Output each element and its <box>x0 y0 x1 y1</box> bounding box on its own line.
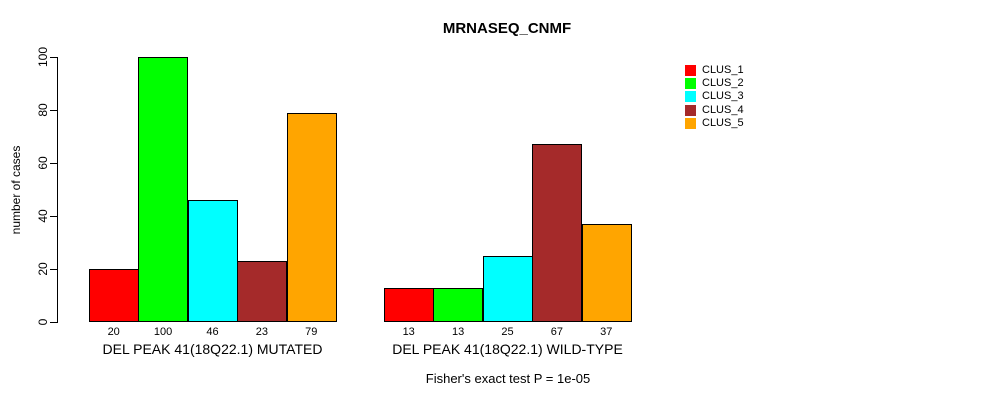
bar-value-label: 37 <box>600 326 613 338</box>
legend-item-label: CLUS_2 <box>702 77 744 90</box>
y-tick-label: 20 <box>36 262 50 276</box>
legend-item-label: CLUS_1 <box>702 64 744 77</box>
legend-item: CLUS_5 <box>685 117 744 130</box>
bar-clus_4-group2 <box>532 144 583 322</box>
bar-value-label: 13 <box>402 326 415 338</box>
bar-value-label: 20 <box>107 326 120 338</box>
legend-color-swatch <box>685 65 696 77</box>
y-tick-label: 80 <box>36 103 50 117</box>
bar-clus_2-group2 <box>433 287 484 322</box>
legend: CLUS_1 CLUS_2 CLUS_3 CLUS_4 CLUS_5 <box>685 64 744 130</box>
legend-item: CLUS_1 <box>685 64 744 77</box>
legend-color-swatch <box>685 104 696 116</box>
y-tick-mark <box>50 57 57 58</box>
bar-value-label: 79 <box>305 326 318 338</box>
y-axis-line <box>57 57 58 323</box>
legend-item: CLUS_2 <box>685 77 744 90</box>
y-tick-mark <box>50 110 57 111</box>
bar-value-label: 46 <box>206 326 219 338</box>
y-axis-label: number of cases <box>9 145 23 235</box>
legend-color-swatch <box>685 78 696 90</box>
y-tick-mark <box>50 322 57 323</box>
bar-value-label: 100 <box>153 326 173 338</box>
y-tick-label: 40 <box>36 209 50 223</box>
legend-item: CLUS_3 <box>685 90 744 103</box>
y-tick-mark <box>50 163 57 164</box>
y-tick-label: 0 <box>36 318 50 326</box>
bar-clus_5-group1 <box>286 112 337 322</box>
fisher-test-caption: Fisher's exact test P = 1e-05 <box>425 371 591 386</box>
legend-item-label: CLUS_3 <box>702 90 744 103</box>
legend-item: CLUS_4 <box>685 104 744 117</box>
bar-value-label: 23 <box>255 326 269 338</box>
bar-clus_4-group1 <box>237 261 288 322</box>
legend-color-swatch <box>685 117 696 129</box>
y-tick-label: 60 <box>36 156 50 170</box>
bar-clus_3-group2 <box>482 255 533 322</box>
legend-item-label: CLUS_4 <box>702 103 744 116</box>
legend-color-swatch <box>685 91 696 103</box>
y-tick-label: 100 <box>36 46 50 68</box>
bar-clus_3-group1 <box>187 200 238 322</box>
chart-title: MRNASEQ_CNMF <box>442 20 572 37</box>
bar-value-label: 25 <box>501 326 514 338</box>
y-tick-mark <box>50 269 57 270</box>
bar-clus_5-group2 <box>581 223 632 322</box>
bar-value-label: 13 <box>451 326 465 338</box>
y-tick-mark <box>50 216 57 217</box>
group-label: DEL PEAK 41(18Q22.1) WILD-TYPE <box>392 341 623 357</box>
legend-item-label: CLUS_5 <box>702 116 744 129</box>
bar-value-label: 67 <box>550 326 564 338</box>
group-label: DEL PEAK 41(18Q22.1) MUTATED <box>102 341 323 357</box>
bar-clus_2-group1 <box>138 57 189 322</box>
bar-clus_1-group2 <box>384 287 434 322</box>
bar-clus_1-group1 <box>89 269 139 322</box>
